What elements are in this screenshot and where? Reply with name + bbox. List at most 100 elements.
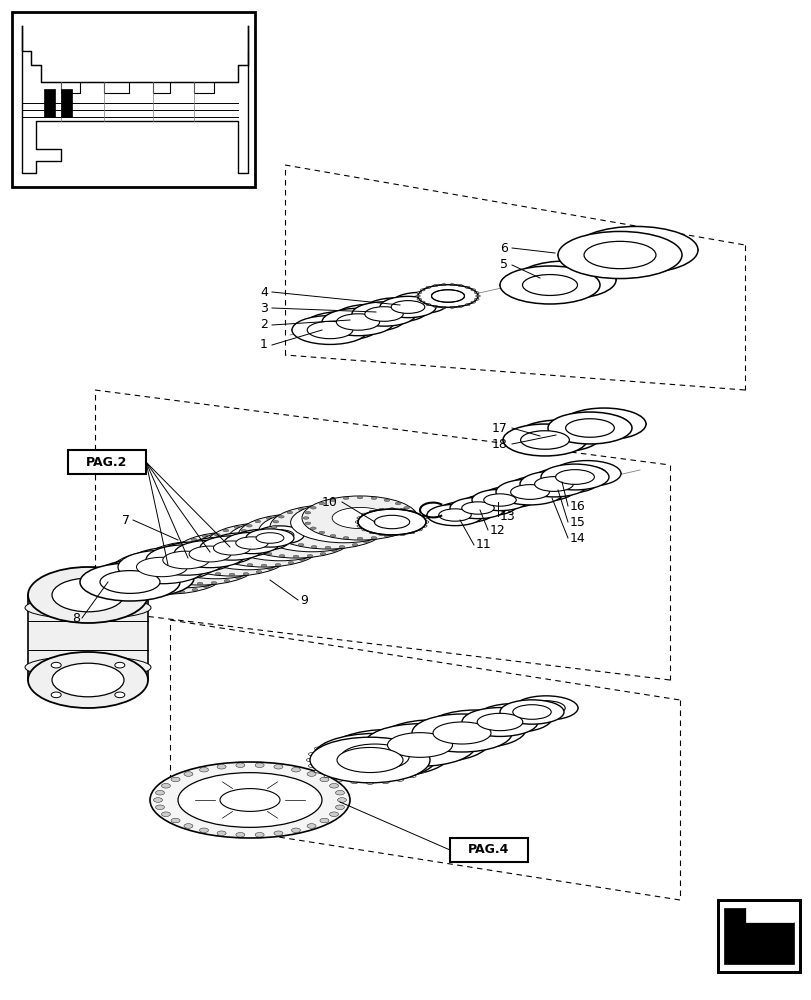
Ellipse shape [371,497,376,500]
Ellipse shape [210,533,273,557]
Ellipse shape [491,709,536,727]
Ellipse shape [215,572,221,575]
Ellipse shape [475,704,551,732]
Ellipse shape [392,292,448,314]
Text: 12: 12 [489,524,505,536]
Ellipse shape [214,544,218,546]
Ellipse shape [303,518,308,520]
Ellipse shape [25,597,151,619]
Ellipse shape [279,554,285,557]
Ellipse shape [150,572,156,575]
Ellipse shape [426,286,430,288]
Text: 14: 14 [569,532,585,544]
Ellipse shape [373,517,377,519]
Ellipse shape [174,540,246,568]
Ellipse shape [162,551,209,569]
Ellipse shape [127,556,132,559]
Ellipse shape [214,553,218,555]
Ellipse shape [313,549,319,552]
Ellipse shape [309,535,314,537]
Text: 6: 6 [500,241,508,254]
Ellipse shape [367,513,371,515]
Ellipse shape [363,724,475,766]
Ellipse shape [521,275,577,295]
Ellipse shape [307,533,313,536]
Ellipse shape [148,566,152,569]
Ellipse shape [176,554,180,556]
Ellipse shape [347,534,352,536]
Ellipse shape [395,502,401,505]
Ellipse shape [215,566,220,569]
Ellipse shape [421,517,427,519]
Ellipse shape [156,575,161,577]
Ellipse shape [438,509,470,521]
Ellipse shape [426,304,430,306]
Ellipse shape [336,739,343,742]
Ellipse shape [352,508,358,511]
Ellipse shape [208,549,215,552]
Ellipse shape [417,292,421,294]
Ellipse shape [371,536,376,539]
Ellipse shape [307,824,315,828]
Ellipse shape [418,747,425,750]
Ellipse shape [212,581,217,584]
Ellipse shape [52,663,124,697]
Ellipse shape [184,824,193,828]
Ellipse shape [472,499,504,511]
Ellipse shape [182,563,188,566]
Ellipse shape [176,579,180,581]
Ellipse shape [302,496,418,540]
Ellipse shape [196,568,201,571]
Ellipse shape [329,784,338,788]
Ellipse shape [198,555,203,558]
Ellipse shape [224,544,230,547]
Ellipse shape [411,714,512,752]
Ellipse shape [245,562,250,564]
Ellipse shape [510,485,549,499]
Bar [61,89,71,117]
Ellipse shape [187,549,192,551]
Ellipse shape [508,476,575,501]
Ellipse shape [319,502,324,505]
Ellipse shape [449,306,454,308]
Ellipse shape [208,538,215,541]
Ellipse shape [336,778,343,781]
Ellipse shape [286,540,293,543]
Ellipse shape [416,528,422,531]
Ellipse shape [288,561,294,564]
Ellipse shape [275,563,281,566]
Ellipse shape [251,531,256,533]
Ellipse shape [477,713,522,731]
Ellipse shape [220,540,225,542]
Ellipse shape [242,572,248,575]
Ellipse shape [239,566,244,568]
Text: 5: 5 [500,258,508,271]
Ellipse shape [246,534,278,546]
Ellipse shape [276,530,281,533]
Ellipse shape [567,466,606,481]
Ellipse shape [271,557,276,559]
Ellipse shape [314,747,321,750]
Ellipse shape [291,828,300,833]
Ellipse shape [156,558,161,560]
Ellipse shape [150,762,350,838]
Ellipse shape [272,527,276,529]
Ellipse shape [327,729,450,777]
Ellipse shape [183,542,189,545]
Ellipse shape [315,530,320,532]
Ellipse shape [364,307,403,321]
Ellipse shape [538,270,593,290]
Ellipse shape [246,535,251,537]
Ellipse shape [357,537,363,540]
Ellipse shape [145,556,151,559]
Ellipse shape [465,304,470,306]
Ellipse shape [215,533,221,536]
Ellipse shape [303,517,308,519]
Ellipse shape [387,733,452,757]
Ellipse shape [255,520,260,523]
Ellipse shape [305,522,311,525]
Ellipse shape [179,551,185,554]
Ellipse shape [234,529,290,551]
Ellipse shape [277,553,281,555]
Ellipse shape [156,542,236,572]
